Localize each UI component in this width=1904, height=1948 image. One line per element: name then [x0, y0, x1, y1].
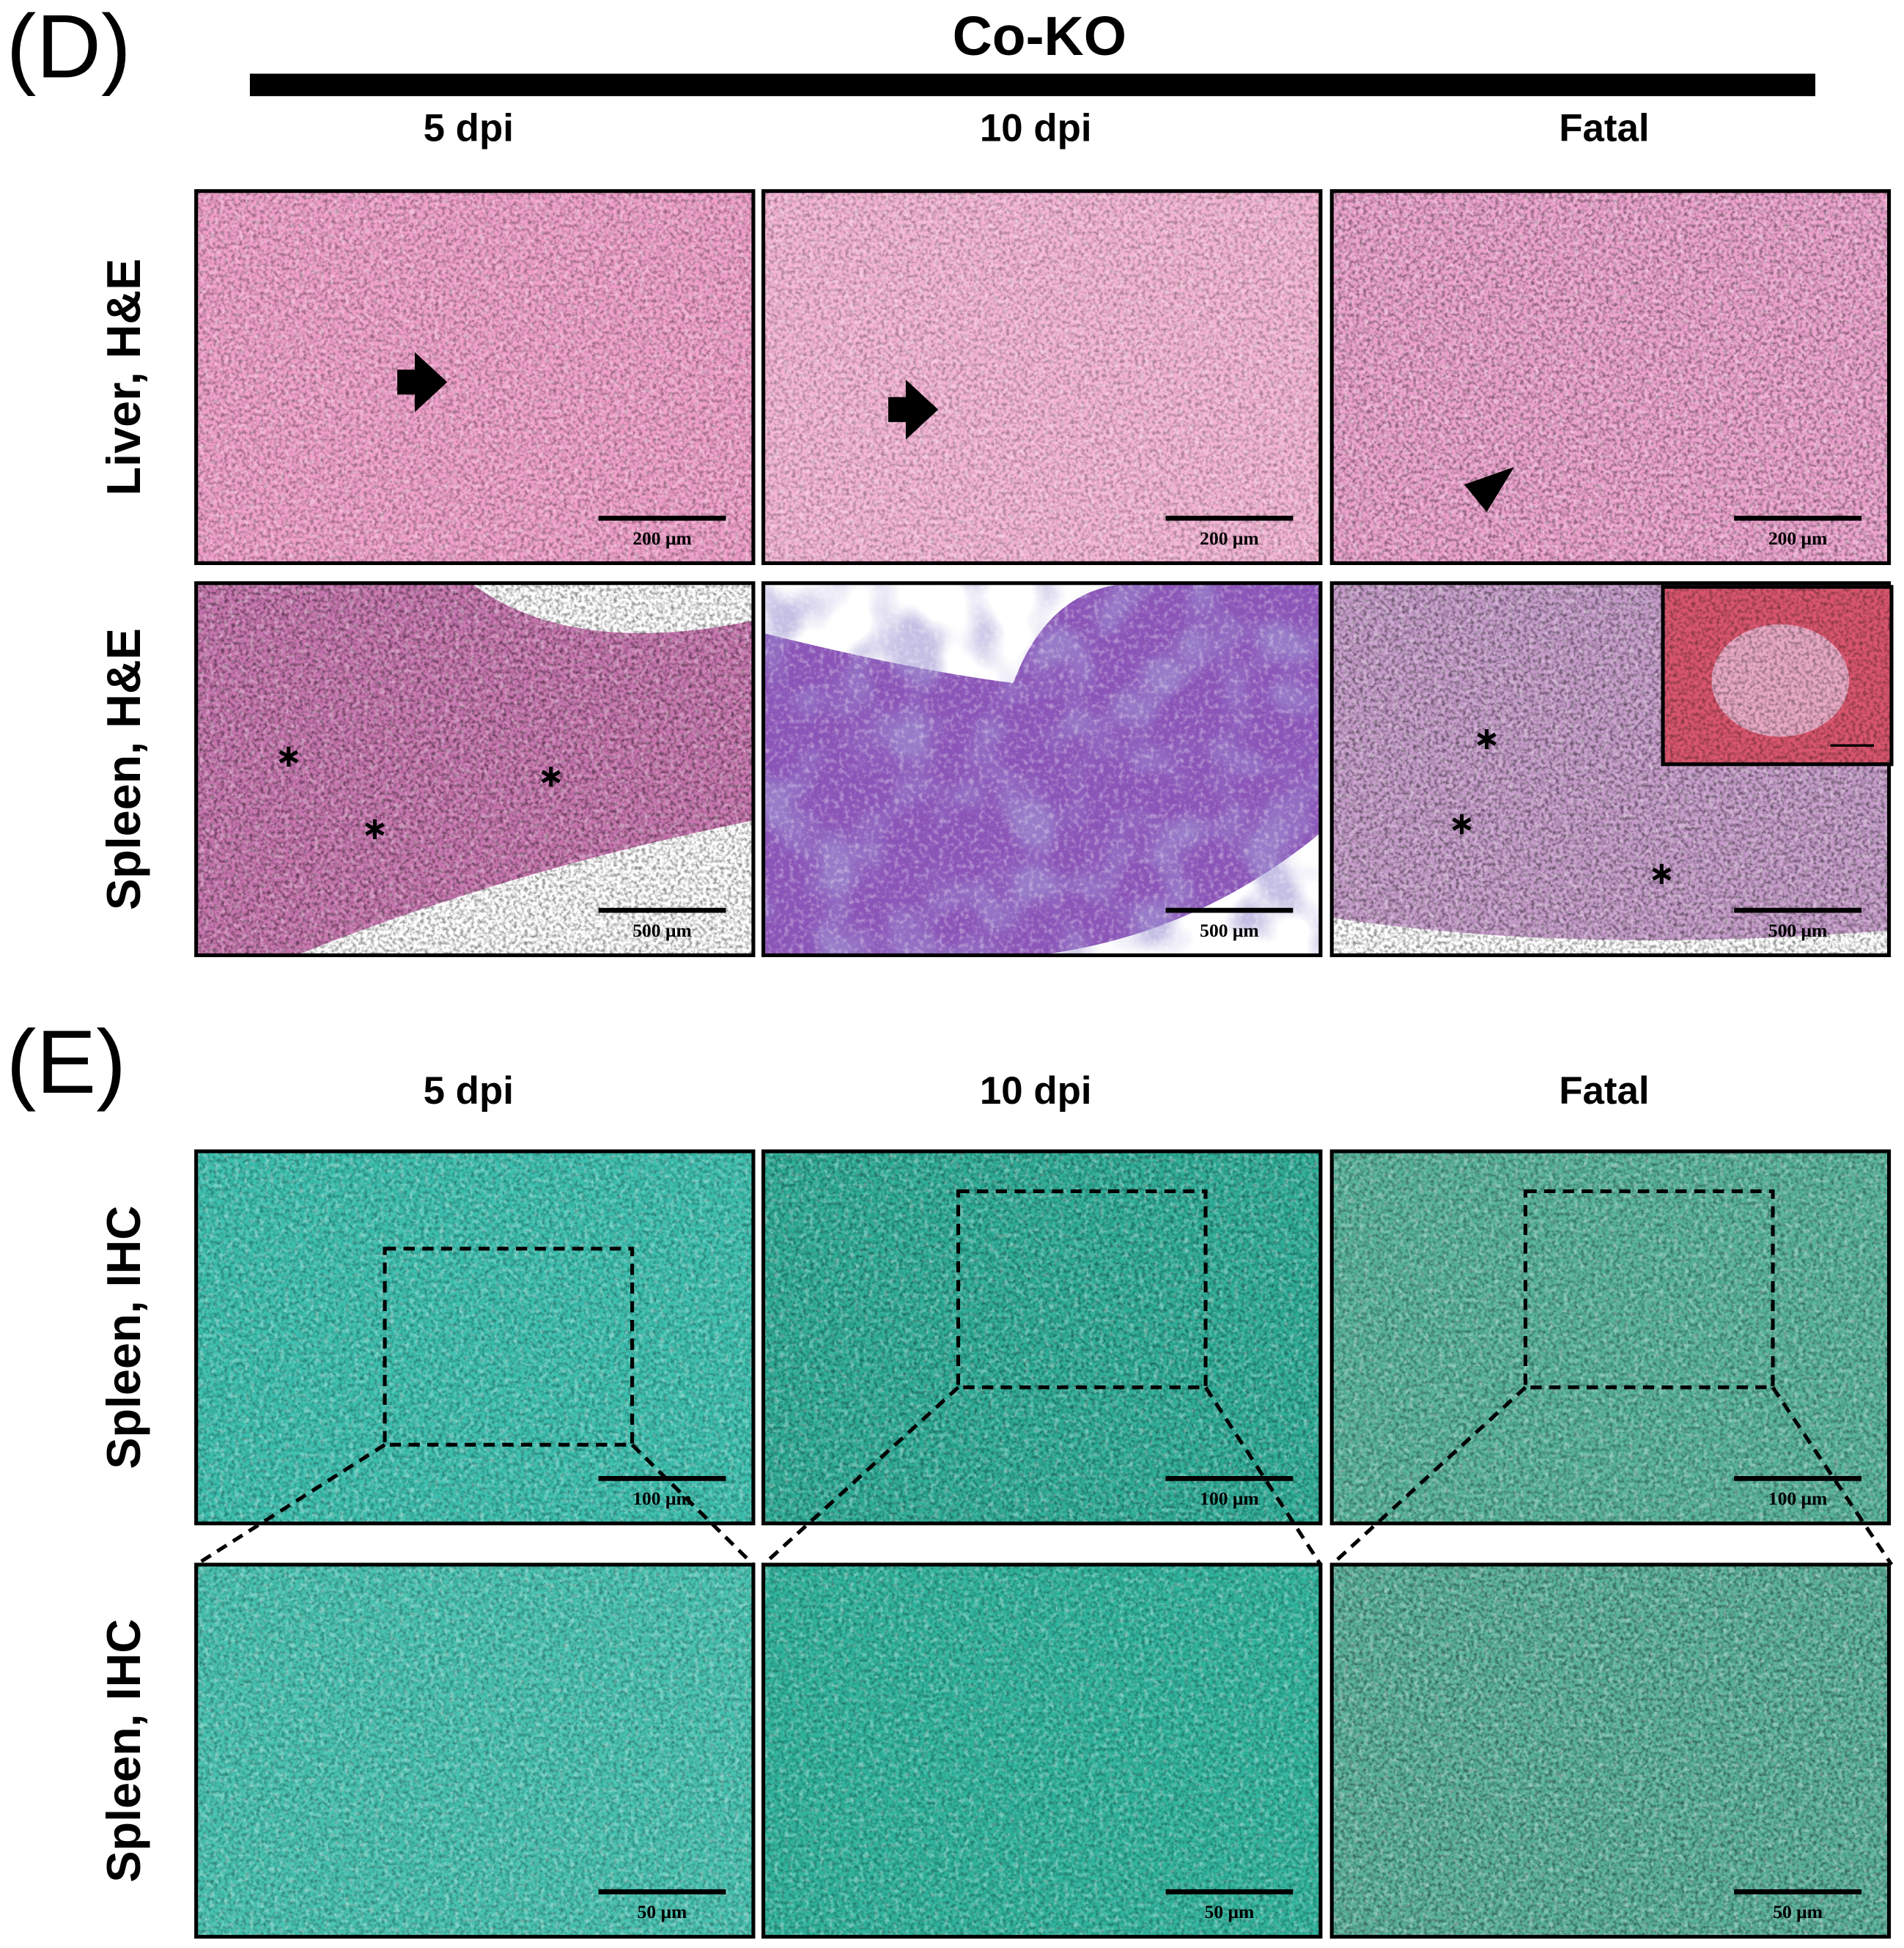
zoom-box: [383, 1247, 635, 1447]
micrograph: [196, 583, 753, 956]
zoom-connector: [195, 1443, 755, 1567]
panel-frame: [1329, 189, 1892, 565]
texture-light: [763, 191, 1321, 564]
panel-frame: [1329, 1149, 1892, 1526]
panel-frame: [1329, 581, 1892, 957]
texture-light: [196, 191, 753, 564]
column-label: Fatal: [1559, 107, 1649, 150]
column-label: Fatal: [1559, 1069, 1649, 1113]
texture-light: [1332, 1151, 1889, 1524]
scale-bar-label: 500 μm: [632, 920, 692, 941]
arrow: [888, 379, 939, 440]
column-label: 5 dpi: [424, 107, 514, 150]
texture-light: [763, 1564, 1321, 1937]
micrograph: [763, 1151, 1321, 1524]
arrow: [397, 352, 448, 413]
panel-frame: [761, 581, 1323, 957]
texture-light: [763, 583, 1321, 956]
micrograph: [1332, 191, 1889, 564]
scale-bar-label: 500 μm: [1200, 920, 1259, 941]
micrograph: [1332, 1151, 1889, 1524]
micrograph: [196, 1151, 753, 1524]
column-label: 10 dpi: [980, 107, 1092, 150]
micrograph: [196, 1564, 753, 1937]
texture-light: [1332, 1564, 1889, 1937]
texture-light: [196, 1151, 753, 1524]
asterisk: [278, 746, 298, 767]
scale-bar-label: 100 μm: [1200, 1488, 1259, 1509]
row-label: Spleen, IHC: [97, 1619, 150, 1883]
panel-frame: [194, 189, 756, 565]
micrograph: [763, 191, 1321, 564]
zoom-connector: [761, 1386, 1323, 1566]
scale-bar-label: 500 μm: [1768, 920, 1828, 941]
scale-bar-label: 200 μm: [1200, 528, 1259, 549]
panel-frame: [761, 1149, 1323, 1526]
asterisks: [278, 729, 1672, 885]
scale-bar-label: 50 μm: [1205, 1901, 1255, 1922]
micrograph: [763, 583, 1321, 956]
texture-light: [196, 583, 753, 956]
micrograph: [1332, 1564, 1889, 1937]
micrograph: [196, 191, 753, 564]
arrowhead: [1464, 467, 1515, 512]
asterisk: [1652, 864, 1672, 885]
panel-frame: [194, 1563, 756, 1939]
asterisk: [541, 767, 561, 787]
texture-light: [763, 1151, 1321, 1524]
panel-frame: [761, 1563, 1323, 1939]
scale-bar-label: 100 μm: [1768, 1488, 1828, 1509]
panel-frame: [1329, 1563, 1892, 1939]
scale-bar-label: 100 μm: [632, 1488, 692, 1509]
zoom-box: [956, 1189, 1208, 1390]
panel-grid: 5 dpi 10 dpi Fatal Liver, H&E 200 μm 200 μm 20…: [97, 107, 1892, 1939]
panel-frame: [194, 1149, 756, 1526]
asterisk: [1452, 813, 1472, 835]
scale-bar-label: 50 μm: [638, 1901, 687, 1922]
zoom-connector: [1330, 1386, 1894, 1566]
asterisk: [1477, 729, 1497, 750]
header-bar: [249, 73, 1815, 97]
column-label: 10 dpi: [980, 1069, 1092, 1113]
scale-bar-label: 200 μm: [1768, 528, 1828, 549]
panel-frame: [194, 581, 756, 957]
column-label: 5 dpi: [424, 1069, 514, 1113]
panel-frame: [761, 189, 1323, 565]
texture-light: [1332, 191, 1889, 564]
micrograph: [763, 1564, 1321, 1937]
row-label: Spleen, IHC: [97, 1206, 150, 1469]
asterisk: [365, 819, 385, 839]
inset-texture: [1662, 586, 1892, 764]
panel-label: (D): [7, 0, 131, 97]
panel-label: (E): [7, 1012, 127, 1113]
row-label: Liver, H&E: [97, 259, 150, 496]
texture-light: [196, 1564, 753, 1937]
header: Co-KO: [953, 5, 1126, 67]
scale-bar-label: 50 μm: [1773, 1901, 1823, 1922]
scale-bar-label: 200 μm: [632, 528, 692, 549]
row-label: Spleen, H&E: [97, 628, 150, 910]
